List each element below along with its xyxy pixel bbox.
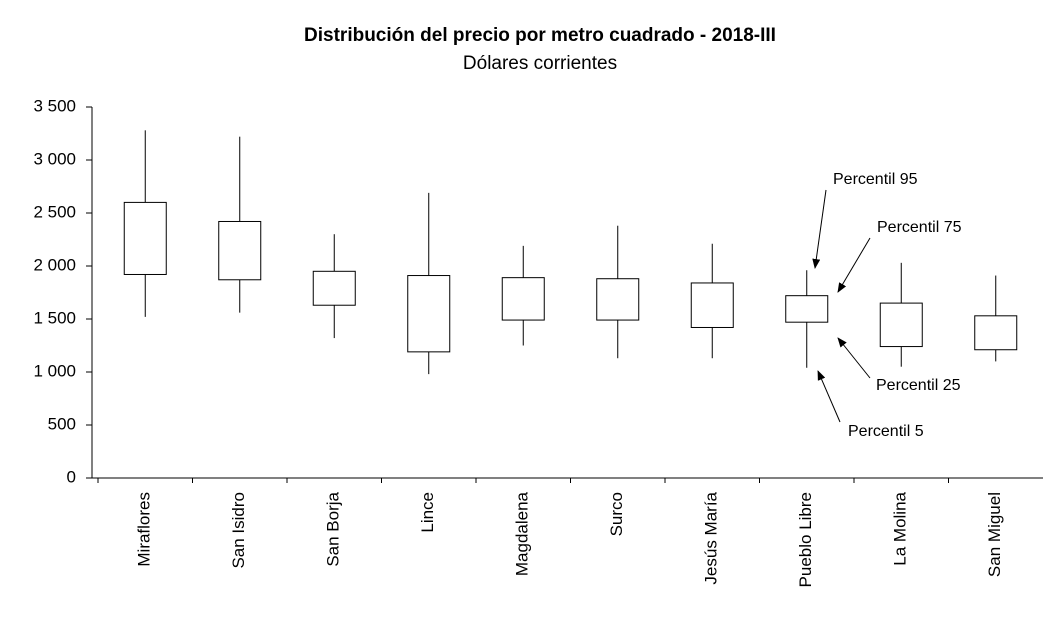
y-tick-label: 2 000 bbox=[33, 255, 76, 274]
x-tick-label: Magdalena bbox=[513, 491, 532, 576]
box bbox=[123, 201, 167, 275]
x-tick-label: Lince bbox=[418, 492, 437, 533]
x-tick-label: Surco bbox=[607, 492, 626, 536]
box bbox=[785, 295, 829, 323]
box bbox=[407, 275, 451, 353]
annotation: Percentil 25 bbox=[876, 377, 961, 394]
box bbox=[501, 277, 545, 321]
y-tick-label: 1 500 bbox=[33, 308, 76, 327]
x-tick-label: Miraflores bbox=[135, 492, 154, 567]
x-tick-label: San Miguel bbox=[985, 492, 1004, 577]
x-tick-label: San Borja bbox=[324, 491, 343, 566]
x-tick-label: San Isidro bbox=[229, 492, 248, 569]
x-tick-label: La Molina bbox=[891, 491, 910, 565]
y-tick-label: 3 500 bbox=[33, 96, 76, 115]
box bbox=[974, 315, 1018, 351]
x-tick-label: Pueblo Libre bbox=[796, 492, 815, 587]
box bbox=[596, 278, 640, 321]
y-tick-label: 2 500 bbox=[33, 202, 76, 221]
x-tick-label: Jesús María bbox=[702, 491, 721, 584]
annotation: Percentil 5 bbox=[848, 423, 924, 440]
y-tick-label: 3 000 bbox=[33, 149, 76, 168]
box bbox=[690, 282, 734, 328]
annotation-arrow bbox=[812, 189, 827, 269]
annotation: Percentil 75 bbox=[877, 219, 962, 236]
annotation-arrow bbox=[837, 237, 871, 293]
annotation-arrow bbox=[837, 337, 871, 379]
box bbox=[312, 270, 356, 306]
annotation: Percentil 95 bbox=[833, 171, 918, 188]
y-tick-label: 500 bbox=[48, 414, 76, 433]
box bbox=[879, 302, 923, 348]
chart-subtitle: Dólares corrientes bbox=[463, 53, 617, 74]
y-tick-label: 1 000 bbox=[33, 361, 76, 380]
box bbox=[218, 220, 262, 281]
chart-title: Distribución del precio por metro cuadra… bbox=[304, 25, 776, 46]
annotation-arrow bbox=[817, 370, 841, 423]
y-tick-label: 0 bbox=[67, 467, 76, 486]
